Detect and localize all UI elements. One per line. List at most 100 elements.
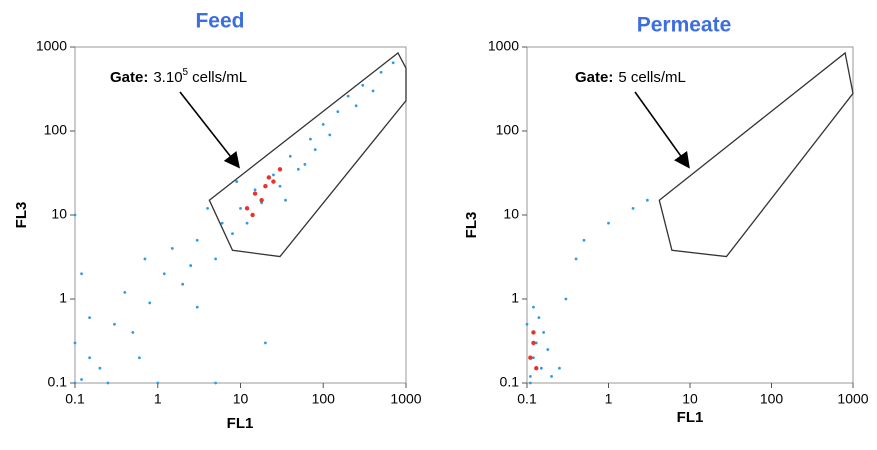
x-tick-label: 1000 [837,391,868,407]
event-dot [88,356,91,360]
annotation-text: 3.10 [153,69,182,86]
event-dot [239,206,242,210]
x-axis-label: FL1 [227,415,254,432]
y-tick-label: 1000 [36,38,67,54]
x-tick-label: 100 [312,391,336,407]
x-tick-label: 0.1 [65,391,85,407]
y-tick-label: 100 [496,122,520,138]
event-dot [137,356,141,360]
event-dot [288,154,292,158]
event-dot [170,247,174,250]
event-dot [296,167,300,171]
event-dot [106,381,110,385]
event-dot [564,297,568,301]
event-dot [195,238,199,242]
x-tick-label: 1 [605,391,613,407]
event-dot [244,206,250,211]
event-dot [321,122,325,126]
event-dot [532,356,535,360]
event-dot [250,212,255,218]
y-tick-label: 1 [511,290,519,306]
event-dot [354,104,358,108]
y-tick-label: 1 [59,290,67,306]
event-dot [303,163,307,166]
event-dot [277,167,283,172]
event-dot [253,188,257,192]
event-dot [534,341,538,345]
annotation-bold: Gate: [110,69,148,86]
annotation-rest: cells/mL [192,69,247,86]
event-dot [534,366,539,371]
x-tick-label: 100 [760,391,784,407]
event-dot [156,381,160,385]
annotation-bold: Gate: [575,69,613,86]
event-dot [80,272,83,276]
event-dot [371,89,375,93]
event-dot [235,180,239,183]
event-dot [259,198,264,203]
gate-annotation: Gate: 5 cells/mL [575,69,686,86]
event-dot [328,133,332,137]
event-dot [645,198,649,202]
event-dot [531,330,536,335]
annotation-text: 5 cells/mL [618,69,686,86]
event-dot [266,175,272,180]
x-tick-label: 10 [682,391,698,407]
event-dot [546,348,550,351]
event-dot [631,206,635,210]
event-dot [607,221,610,225]
event-dot [113,322,116,326]
event-dot [271,179,276,184]
event-dot [313,148,317,152]
event-dot [220,221,224,225]
plot-frame [526,46,854,384]
arrow [634,91,690,169]
event-dot [309,137,312,141]
arrow [179,91,240,169]
event-dot [531,340,536,346]
event-dot [528,381,532,385]
x-tick-label: 1 [154,391,162,407]
event-dot [528,374,532,378]
event-dot [214,381,217,385]
event-dot [143,257,147,261]
event-dot [542,331,546,334]
event-dot [558,366,561,370]
y-tick-label: 0.1 [48,374,68,390]
event-dot [73,341,77,345]
event-dot [80,378,83,381]
y-tick-label: 10 [51,206,67,222]
x-tick-label: 10 [233,391,249,407]
event-dot [148,301,152,305]
event-dot [162,272,166,276]
event-dot [379,70,383,74]
event-dot [336,110,340,114]
event-dot [346,94,350,98]
event-dot [214,257,217,261]
event-dot [123,290,127,294]
y-tick-label: 100 [44,122,68,138]
plot-frame [74,46,407,384]
event-dot [195,305,199,309]
event-dot [539,366,543,370]
x-tick-label: 0.1 [517,391,537,407]
event-dot [278,184,282,188]
gate-annotation: Gate: 3.105 cells/mL [110,67,247,86]
event-dot [532,305,535,309]
x-tick-label: 1000 [390,391,421,407]
event-dot [525,322,529,326]
event-dot [73,213,77,217]
x-axis-label: FL1 [677,409,704,426]
event-dot [245,221,249,225]
y-tick-label: 0.1 [500,374,520,390]
event-dot [361,83,365,87]
event-dot [98,366,102,370]
event-dot [206,206,209,210]
event-dot [181,282,185,286]
annotation-sup: 5 [183,67,189,78]
event-dot [550,374,553,378]
event-dot [537,316,541,320]
y-axis-label: FL3 [13,202,30,229]
event-dot [582,238,586,242]
